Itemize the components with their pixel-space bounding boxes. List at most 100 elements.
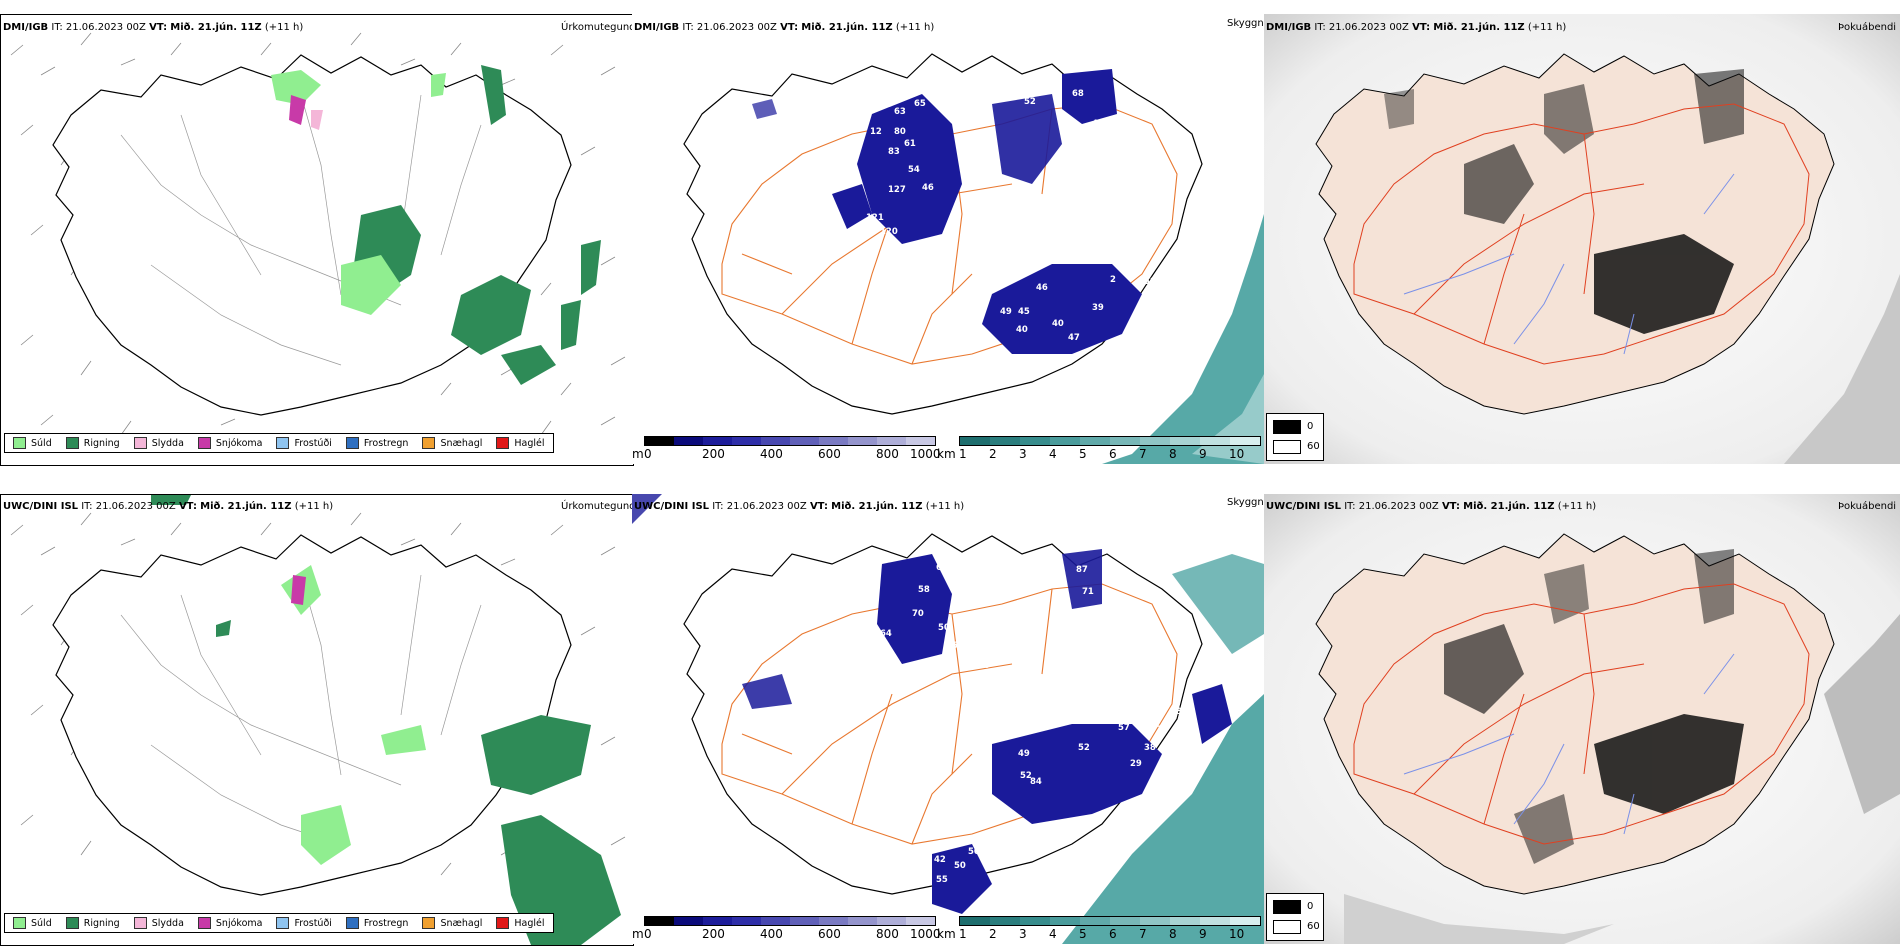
visibility-panel-dmi: 68 49 55 14 52 63 65 80 61 12 83 54 46 1…	[632, 14, 1264, 464]
svg-text:140: 140	[1036, 875, 1054, 885]
fog-areas	[1444, 549, 1744, 864]
svg-text:46: 46	[922, 183, 934, 193]
svg-text:49: 49	[1092, 119, 1104, 129]
svg-text:14: 14	[1120, 117, 1132, 127]
svg-text:76: 76	[1010, 215, 1022, 225]
legend-item-freezing-rain: Frostregn	[345, 917, 408, 929]
svg-text:81: 81	[1220, 655, 1232, 665]
legend-item-drizzle: Súld	[13, 437, 52, 449]
svg-text:63: 63	[828, 681, 840, 691]
svg-text:128: 128	[934, 687, 952, 697]
svg-text:196: 196	[1206, 225, 1224, 235]
rain-areas	[151, 495, 621, 945]
legend-item-freezing-drizzle: Frostúði	[276, 437, 332, 449]
iceland-outline	[52, 534, 572, 896]
svg-text:105: 105	[1052, 657, 1070, 667]
visibility-map: 68 49 55 14 52 63 65 80 61 12 83 54 46 1…	[632, 14, 1264, 464]
river-network	[1403, 653, 1735, 835]
svg-text:199: 199	[930, 707, 948, 717]
svg-text:87: 87	[1076, 565, 1088, 575]
cloud-base-colorbar-swatches	[644, 916, 936, 926]
svg-text:54: 54	[908, 165, 920, 175]
svg-text:52: 52	[1026, 567, 1038, 577]
svg-text:12: 12	[870, 127, 882, 137]
svg-text:39: 39	[1092, 303, 1104, 313]
svg-text:84: 84	[1030, 777, 1042, 787]
legend-item-drizzle: Súld	[13, 917, 52, 929]
svg-text:68: 68	[824, 229, 836, 239]
cloud-base-values: 68 49 55 14 52 63 65 80 61 12 83 54 46 1…	[824, 89, 1224, 359]
svg-text:40: 40	[1016, 325, 1028, 335]
legend-item-freezing-drizzle: Frostúði	[276, 917, 332, 929]
visibility-label: Skyggni	[1227, 18, 1267, 29]
svg-text:50: 50	[938, 623, 950, 633]
legend-item-rain: Rigning	[65, 437, 120, 449]
svg-text:38: 38	[1170, 707, 1182, 717]
svg-text:158: 158	[1040, 899, 1058, 909]
svg-text:80: 80	[894, 127, 906, 137]
legend-item-rain: Rigning	[65, 917, 120, 929]
cloud-base-colorbar-swatches	[644, 436, 936, 446]
svg-text:52: 52	[1024, 97, 1036, 107]
svg-text:64: 64	[852, 261, 864, 271]
svg-text:50: 50	[968, 847, 980, 857]
visibility-colorbar: km 1 2 3 4 5 6 7 8 9 10	[937, 916, 1267, 944]
svg-text:45: 45	[1004, 269, 1016, 279]
visibility-label: Skyggni	[1227, 497, 1267, 508]
precip-type-label: Úrkomutegund	[561, 22, 636, 33]
road-network	[1353, 583, 1810, 845]
legend-item-snow-pellets: Snæhagl	[422, 437, 482, 449]
legend-item-freezing-rain: Frostregn	[345, 437, 408, 449]
snow-areas	[291, 575, 306, 605]
fog-index-label: Þokuábendi	[1838, 22, 1897, 33]
low-cloud-areas	[742, 549, 1232, 914]
legend-item-hail: Haglél	[496, 437, 545, 449]
legend-item-sleet: Slydda	[133, 917, 184, 929]
svg-text:58: 58	[1144, 277, 1156, 287]
svg-text:127: 127	[1016, 249, 1034, 259]
panel-title-vis-uwc: UWC/DINI ISL IT: 21.06.2023 00Z VT: Mið.…	[634, 501, 965, 512]
sea-fog-area	[1062, 694, 1264, 944]
precip-type-panel-uwc	[0, 494, 634, 946]
precip-type-panel-dmi	[0, 14, 634, 466]
svg-text:88: 88	[860, 247, 872, 257]
fog-index-map	[1264, 14, 1900, 464]
fog-areas	[1384, 69, 1744, 334]
svg-text:61: 61	[904, 139, 916, 149]
panel-title-precip-uwc: UWC/DINI ISL IT: 21.06.2023 00Z VT: Mið.…	[3, 501, 334, 512]
legend-item-snow: Snjókoma	[197, 437, 262, 449]
fog-legend: 0 60	[1266, 893, 1324, 941]
svg-text:2: 2	[1110, 275, 1116, 285]
svg-text:49: 49	[1018, 749, 1030, 759]
svg-text:69: 69	[862, 705, 874, 715]
panel-title-fog-uwc: UWC/DINI ISL IT: 21.06.2023 00Z VT: Mið.…	[1266, 501, 1597, 512]
svg-text:110: 110	[972, 661, 990, 671]
svg-text:70: 70	[912, 609, 924, 619]
svg-text:68: 68	[1010, 717, 1022, 727]
svg-text:86: 86	[888, 681, 900, 691]
fog-legend: 0 60	[1266, 413, 1324, 461]
visibility-colorbar-swatches	[959, 916, 1261, 926]
svg-text:83: 83	[888, 147, 900, 157]
legend-item-snow-pellets: Snæhagl	[422, 917, 482, 929]
visibility-colorbar: km 1 2 3 4 5 6 7 8 9 10	[937, 436, 1267, 464]
svg-text:65: 65	[914, 99, 926, 109]
svg-text:29: 29	[1130, 759, 1142, 769]
svg-text:68: 68	[1072, 89, 1084, 99]
svg-text:58: 58	[918, 585, 930, 595]
drizzle-areas	[271, 70, 446, 315]
road-network	[721, 583, 1178, 845]
fog-index-panel-uwc	[1264, 494, 1900, 944]
svg-text:68: 68	[936, 563, 948, 573]
panel-title-fog-dmi: DMI/IGB IT: 21.06.2023 00Z VT: Mið. 21.j…	[1266, 22, 1567, 33]
svg-text:45: 45	[1018, 307, 1030, 317]
svg-text:69: 69	[942, 659, 954, 669]
svg-text:127: 127	[888, 185, 906, 195]
svg-text:57: 57	[1118, 723, 1130, 733]
iceland-outline	[1315, 533, 1835, 895]
svg-text:45: 45	[988, 349, 1000, 359]
sea-fog-area	[1102, 214, 1264, 464]
visibility-panel-uwc: 87 71 52 68 58 70 50 58 69 110 64 86 63 …	[632, 494, 1264, 944]
svg-text:53: 53	[972, 251, 984, 261]
cloud-base-colorbar: m 0 200 400 600 800 1000	[632, 916, 941, 944]
